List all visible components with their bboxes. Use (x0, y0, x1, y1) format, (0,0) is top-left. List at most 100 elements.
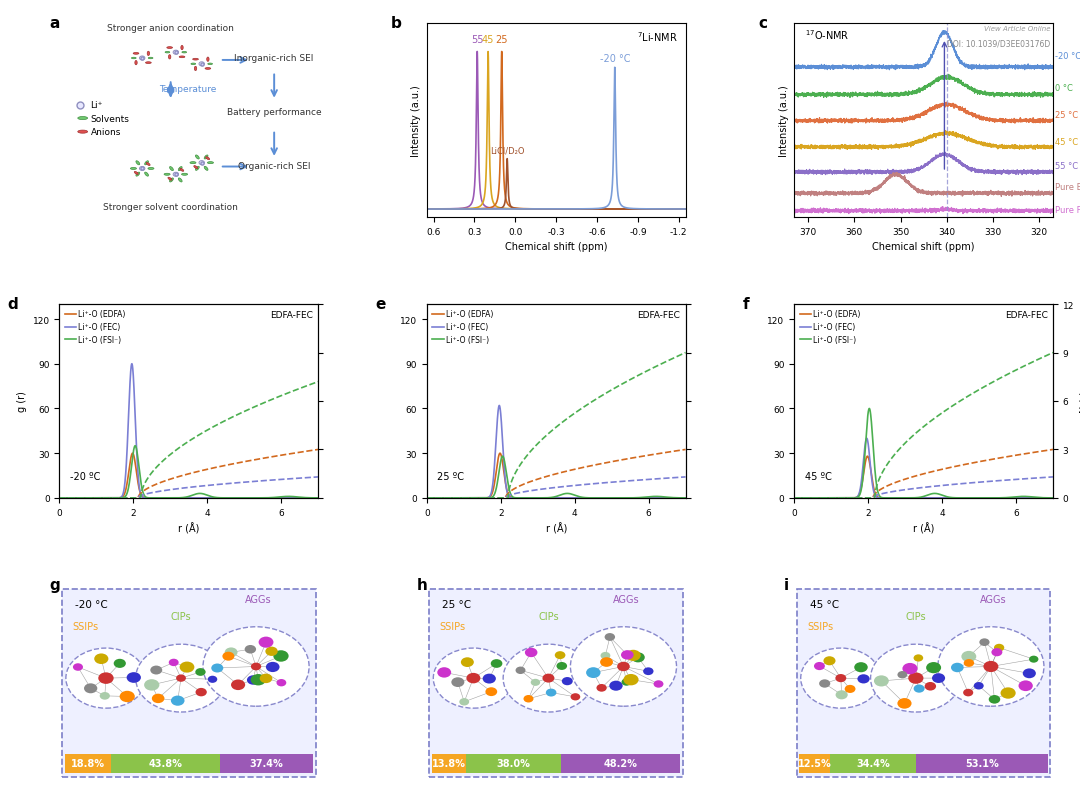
Ellipse shape (146, 163, 150, 166)
Text: $^{17}$O-NMR: $^{17}$O-NMR (805, 28, 849, 42)
Circle shape (524, 695, 534, 703)
Text: 55 °C: 55 °C (1055, 161, 1079, 171)
Circle shape (212, 663, 224, 673)
Bar (916, 754, 1048, 773)
Circle shape (845, 685, 855, 693)
Circle shape (152, 694, 164, 703)
Text: View Article Online: View Article Online (984, 26, 1051, 32)
Text: Stronger anion coordination: Stronger anion coordination (107, 24, 234, 33)
Text: DOI: 10.1039/D3EE03176D: DOI: 10.1039/D3EE03176D (947, 39, 1051, 48)
Circle shape (84, 683, 97, 694)
Ellipse shape (181, 174, 188, 176)
Circle shape (854, 662, 867, 672)
Text: 13.8%: 13.8% (432, 758, 467, 768)
Circle shape (914, 654, 923, 662)
Circle shape (258, 637, 273, 648)
Ellipse shape (205, 68, 211, 70)
Ellipse shape (148, 58, 153, 59)
Text: Inorganic-rich SEI: Inorganic-rich SEI (234, 54, 314, 63)
Circle shape (99, 692, 110, 699)
Circle shape (625, 650, 640, 661)
Ellipse shape (193, 166, 198, 169)
Text: EDFA-FEC: EDFA-FEC (637, 311, 680, 320)
X-axis label: r (Å): r (Å) (178, 523, 200, 534)
Text: Organic-rich SEI: Organic-rich SEI (238, 162, 310, 171)
Circle shape (461, 658, 474, 667)
Text: g: g (49, 577, 59, 593)
Circle shape (570, 693, 580, 700)
Circle shape (555, 651, 566, 659)
Circle shape (144, 679, 160, 691)
Text: h: h (417, 577, 428, 593)
Text: 45: 45 (482, 35, 495, 45)
Legend: Li⁺-O (EDFA), Li⁺-O (FEC), Li⁺-O (FSI⁻): Li⁺-O (EDFA), Li⁺-O (FEC), Li⁺-O (FSI⁻) (431, 308, 495, 346)
Legend: Li⁺-O (EDFA), Li⁺-O (FEC), Li⁺-O (FSI⁻): Li⁺-O (EDFA), Li⁺-O (FEC), Li⁺-O (FSI⁻) (64, 308, 127, 346)
Text: CIPs: CIPs (171, 611, 191, 622)
Bar (65, 754, 111, 773)
Circle shape (621, 650, 634, 660)
Text: 48.2%: 48.2% (604, 758, 637, 768)
Ellipse shape (168, 55, 171, 60)
Ellipse shape (170, 179, 174, 183)
Text: e: e (375, 297, 386, 312)
Text: 45 ºC: 45 ºC (805, 471, 832, 481)
Ellipse shape (164, 174, 171, 176)
Circle shape (1029, 656, 1039, 662)
Text: c: c (758, 16, 767, 31)
Circle shape (937, 627, 1044, 707)
Circle shape (136, 644, 227, 712)
Text: Anions: Anions (91, 128, 121, 137)
Circle shape (623, 675, 638, 686)
Text: 25 °C: 25 °C (443, 599, 472, 609)
Text: $^7$Li-NMR: $^7$Li-NMR (637, 30, 678, 43)
Circle shape (1023, 669, 1036, 679)
Circle shape (596, 684, 607, 692)
Ellipse shape (191, 64, 195, 66)
Circle shape (231, 679, 245, 691)
Circle shape (66, 648, 146, 708)
Ellipse shape (192, 59, 199, 61)
Text: i: i (784, 577, 789, 593)
Circle shape (858, 675, 869, 683)
Circle shape (490, 659, 502, 668)
Text: AGGs: AGGs (981, 594, 1007, 604)
Ellipse shape (195, 156, 199, 160)
Ellipse shape (167, 178, 172, 181)
Circle shape (897, 698, 912, 709)
Circle shape (653, 680, 663, 688)
Circle shape (963, 689, 973, 696)
Circle shape (621, 679, 632, 686)
Circle shape (800, 648, 881, 708)
Text: Pure EDFA: Pure EDFA (1055, 182, 1080, 192)
Text: 37.4%: 37.4% (249, 758, 283, 768)
Ellipse shape (195, 167, 199, 171)
Circle shape (870, 644, 961, 712)
Circle shape (835, 675, 847, 683)
Circle shape (120, 691, 135, 703)
Text: 43.8%: 43.8% (149, 758, 183, 768)
Circle shape (503, 644, 594, 712)
Text: EDFA-FEC: EDFA-FEC (1005, 311, 1048, 320)
Circle shape (139, 57, 145, 61)
Text: -20 °C: -20 °C (599, 54, 630, 64)
X-axis label: r (Å): r (Å) (545, 523, 567, 534)
Ellipse shape (178, 167, 183, 171)
Circle shape (897, 671, 907, 679)
Text: Stronger solvent coordination: Stronger solvent coordination (104, 203, 238, 212)
Circle shape (179, 662, 194, 673)
Circle shape (609, 681, 623, 691)
Ellipse shape (194, 67, 197, 71)
Ellipse shape (148, 169, 154, 170)
Ellipse shape (179, 57, 185, 59)
Y-axis label: Intensity (a.u.): Intensity (a.u.) (779, 85, 788, 157)
Text: 55: 55 (471, 35, 484, 45)
Text: CIPs: CIPs (905, 611, 927, 622)
Ellipse shape (131, 169, 136, 170)
Text: -20 °C: -20 °C (75, 599, 108, 609)
Circle shape (467, 673, 481, 683)
Text: 38.0%: 38.0% (497, 758, 530, 768)
Circle shape (542, 674, 554, 683)
Circle shape (545, 689, 556, 697)
Ellipse shape (180, 47, 184, 51)
Circle shape (914, 685, 924, 693)
